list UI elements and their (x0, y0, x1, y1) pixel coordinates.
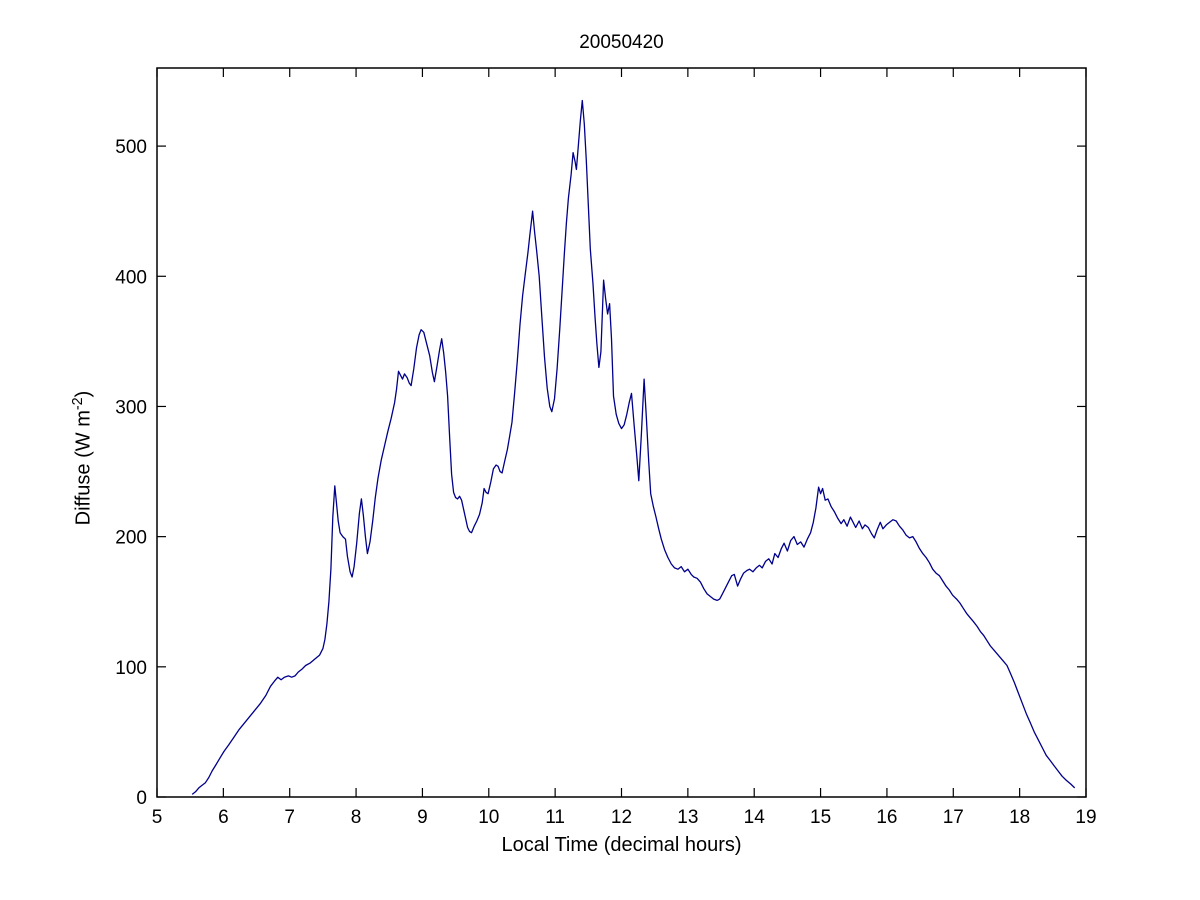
x-tick-label: 5 (152, 807, 163, 828)
y-tick-label: 0 (136, 788, 147, 809)
x-tick-label: 8 (351, 807, 362, 828)
x-tick-label: 7 (284, 807, 295, 828)
x-tick-label: 19 (1075, 807, 1096, 828)
axes-box (156, 67, 1087, 798)
data-line (191, 99, 1076, 795)
x-tick-label: 10 (478, 807, 499, 828)
y-axis-label-superscript: -2 (69, 397, 86, 411)
y-tick-label: 400 (115, 267, 147, 288)
y-axis-label-prefix: Diffuse (W m (72, 410, 95, 526)
x-tick-label: 6 (218, 807, 229, 828)
x-tick-label: 16 (876, 807, 897, 828)
y-tick-label: 200 (115, 528, 147, 549)
x-tick-label: 14 (744, 807, 766, 828)
x-tick-label: 17 (943, 807, 964, 828)
x-tick-label: 15 (810, 807, 831, 828)
x-tick-label: 12 (611, 807, 632, 828)
y-axis-label-suffix: ) (72, 390, 95, 398)
y-tick-label: 500 (115, 137, 147, 158)
chart-title: 20050420 (579, 32, 664, 53)
y-tick-label: 300 (115, 397, 147, 418)
x-tick-label: 13 (677, 807, 698, 828)
y-axis-label: Diffuse (W m-2) (69, 390, 96, 526)
y-tick-label: 100 (115, 658, 147, 679)
x-axis-label: Local Time (decimal hours) (501, 834, 742, 856)
x-tick-label: 9 (417, 807, 428, 828)
x-tick-label: 18 (1009, 807, 1030, 828)
x-tick-label: 11 (545, 807, 565, 828)
